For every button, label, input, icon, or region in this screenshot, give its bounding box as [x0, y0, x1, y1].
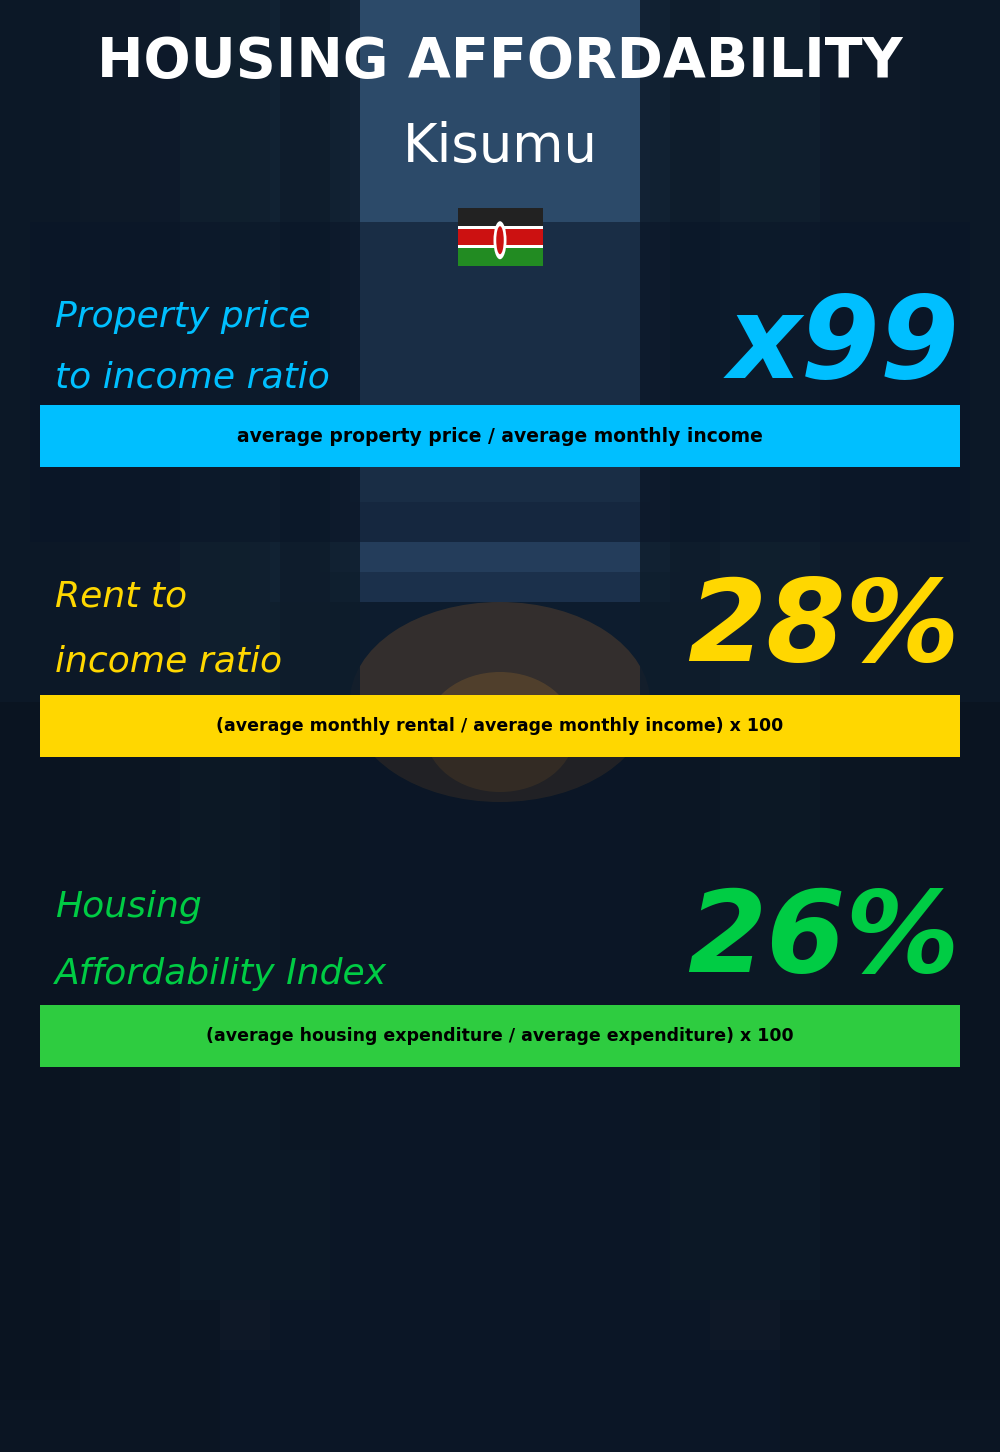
- Bar: [820, 0, 1000, 1452]
- Bar: [458, 208, 542, 228]
- Bar: [40, 405, 960, 468]
- Bar: [350, 0, 650, 502]
- Bar: [640, 0, 720, 1150]
- Bar: [458, 245, 542, 248]
- Bar: [458, 228, 542, 247]
- Text: HOUSING AFFORDABILITY: HOUSING AFFORDABILITY: [97, 35, 903, 89]
- Text: Kisumu: Kisumu: [403, 121, 597, 173]
- Text: (average housing expenditure / average expenditure) x 100: (average housing expenditure / average e…: [206, 1027, 794, 1045]
- Bar: [710, 0, 830, 1350]
- Ellipse shape: [425, 672, 575, 791]
- Bar: [30, 222, 970, 542]
- Bar: [458, 247, 542, 266]
- Bar: [40, 696, 960, 756]
- Text: to income ratio: to income ratio: [55, 360, 330, 393]
- Bar: [280, 0, 360, 1150]
- Text: average property price / average monthly income: average property price / average monthly…: [237, 427, 763, 446]
- Bar: [750, 0, 1000, 1199]
- Text: (average monthly rental / average monthly income) x 100: (average monthly rental / average monthl…: [216, 717, 784, 735]
- Bar: [920, 0, 1000, 1400]
- Ellipse shape: [494, 221, 507, 260]
- Text: Housing: Housing: [55, 890, 202, 923]
- Text: income ratio: income ratio: [55, 645, 282, 680]
- Bar: [0, 0, 180, 1452]
- Bar: [180, 0, 250, 1101]
- Bar: [180, 0, 330, 1300]
- Bar: [458, 225, 542, 229]
- Bar: [40, 1005, 960, 1067]
- Text: Affordability Index: Affordability Index: [55, 957, 387, 992]
- Text: x99: x99: [728, 292, 960, 402]
- Bar: [0, 701, 1000, 1452]
- Bar: [0, 0, 250, 1199]
- Text: 28%: 28%: [687, 575, 960, 685]
- Bar: [320, 0, 680, 572]
- Text: Rent to: Rent to: [55, 579, 187, 614]
- Text: 26%: 26%: [687, 884, 960, 996]
- Bar: [0, 0, 220, 1452]
- Ellipse shape: [350, 603, 650, 802]
- Bar: [0, 0, 80, 1400]
- Bar: [780, 0, 1000, 1452]
- Bar: [670, 0, 820, 1300]
- Bar: [750, 0, 820, 1101]
- Text: Property price: Property price: [55, 301, 311, 334]
- Bar: [150, 0, 270, 1350]
- Ellipse shape: [496, 227, 504, 254]
